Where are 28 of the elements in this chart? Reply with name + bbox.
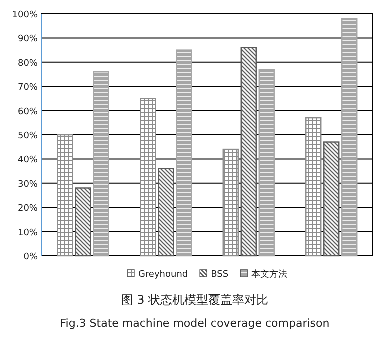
y-tick-label: 50% [18, 132, 38, 142]
bar [75, 188, 92, 257]
y-tick-label: 70% [18, 83, 38, 94]
bar [222, 148, 239, 257]
bar [140, 98, 156, 257]
bar [306, 117, 322, 257]
text: 图 3 状态机模型覆盖率对比 [121, 293, 269, 307]
bar [240, 47, 257, 257]
bar [258, 69, 275, 257]
y-tick-label: 100% [12, 10, 38, 20]
bar [342, 18, 358, 257]
y-tick-label: 10% [18, 228, 38, 238]
bar [158, 168, 174, 257]
y-tick-label: 20% [18, 204, 38, 214]
legend-label: Greyhound [138, 270, 188, 280]
legend-label: 本文方法 [252, 269, 288, 280]
y-tick-label: 90% [18, 34, 38, 45]
y-tick-label: 30% [18, 180, 38, 190]
bar [324, 142, 340, 257]
y-tick-label: 0% [24, 252, 38, 262]
text: Fig.3 State machine model coverage comparison [60, 317, 330, 330]
y-tick-label: 80% [18, 58, 38, 69]
bar [176, 50, 192, 257]
legend-label: BSS [211, 270, 229, 280]
y-tick-label: 40% [18, 156, 38, 166]
bar [93, 71, 110, 257]
bar [57, 134, 74, 257]
y-tick-label: 60% [18, 107, 38, 118]
